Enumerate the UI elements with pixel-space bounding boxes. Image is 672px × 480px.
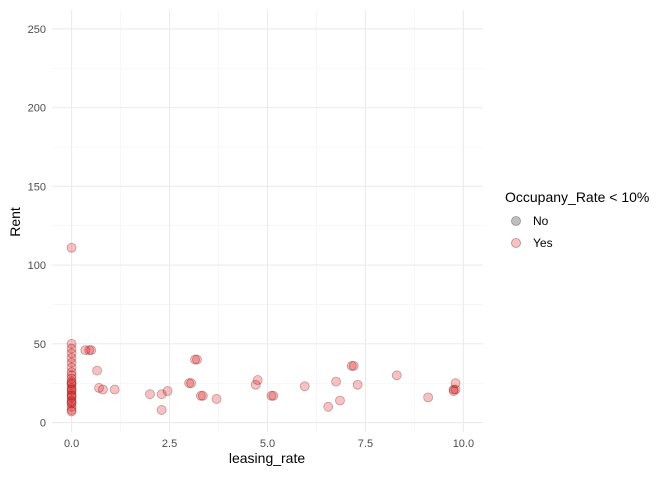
data-point [66, 397, 77, 407]
data-point [197, 390, 208, 401]
data-point [66, 395, 77, 406]
y-tick-label: 150 [28, 181, 46, 193]
data-point [66, 367, 77, 378]
data-point [66, 353, 77, 363]
data-point [156, 389, 167, 400]
data-point [299, 381, 310, 392]
data-point [268, 390, 279, 401]
data-point [331, 376, 341, 387]
data-point [66, 405, 77, 415]
y-tick-label: 50 [34, 339, 46, 351]
data-point [66, 390, 77, 401]
data-point [66, 389, 77, 400]
data-point [192, 354, 202, 365]
x-tick-label: 0.0 [64, 438, 79, 450]
data-point [211, 394, 222, 404]
data-point [66, 370, 77, 381]
data-point [346, 360, 357, 371]
y-tick-label: 0 [40, 418, 46, 430]
legend-title: Occupany_Rate < 10% [505, 189, 649, 205]
data-point [66, 383, 77, 393]
data-point [145, 389, 155, 400]
x-tick-label: 2.5 [162, 438, 177, 450]
data-point [335, 395, 345, 406]
data-point [162, 386, 173, 396]
legend: Occupany_Rate < 10% No Yes [505, 189, 649, 250]
data-point [66, 386, 77, 396]
data-point [252, 375, 263, 385]
data-point [190, 354, 200, 365]
x-tick-label: 5.0 [260, 438, 275, 450]
data-point [266, 390, 277, 401]
data-point [348, 360, 359, 371]
data-point [391, 370, 402, 381]
legend-label: Yes [533, 236, 553, 250]
data-point [448, 386, 459, 396]
data-point [92, 365, 102, 376]
data-point [80, 345, 91, 356]
x-axis-title: leasing_rate [229, 450, 305, 466]
data-point [352, 379, 363, 390]
data-points [66, 242, 461, 417]
data-point [195, 390, 206, 401]
data-point [323, 401, 334, 412]
data-point [250, 379, 261, 390]
legend-key [511, 238, 521, 248]
y-tick-label: 250 [28, 24, 46, 36]
data-point [450, 378, 461, 389]
data-point [156, 405, 167, 415]
x-tick-label: 10.0 [453, 438, 474, 450]
data-point [66, 379, 77, 390]
data-point [66, 242, 77, 253]
data-point [66, 378, 77, 389]
x-tick-label: 7.5 [358, 438, 373, 450]
data-point [109, 384, 120, 395]
y-axis-ticks: 0 50 100 150 200 250 [28, 24, 46, 430]
data-point [84, 345, 95, 356]
data-point [423, 392, 434, 403]
legend-key [511, 216, 521, 226]
y-axis-title: Rent [7, 207, 23, 237]
grid-lines [52, 10, 483, 432]
data-point [66, 348, 77, 359]
data-point [66, 376, 77, 387]
data-point [66, 398, 77, 409]
x-axis-ticks: 0.0 2.5 5.0 7.5 10.0 [64, 438, 474, 450]
data-point [450, 384, 461, 395]
data-point [184, 378, 195, 389]
data-point [66, 384, 77, 395]
y-tick-label: 200 [28, 103, 46, 115]
data-point [66, 362, 77, 373]
data-point [66, 392, 77, 403]
legend-entries: No Yes [511, 214, 553, 250]
data-point [186, 378, 196, 389]
data-point [98, 384, 108, 395]
data-point [66, 401, 77, 412]
data-point [66, 406, 77, 417]
data-point [448, 384, 459, 395]
data-point [66, 373, 77, 384]
data-point [86, 345, 97, 356]
data-point [94, 383, 104, 393]
data-point [66, 343, 77, 354]
data-point [66, 338, 77, 349]
y-tick-label: 100 [28, 260, 46, 272]
data-point [66, 357, 77, 368]
legend-label: No [533, 214, 549, 228]
